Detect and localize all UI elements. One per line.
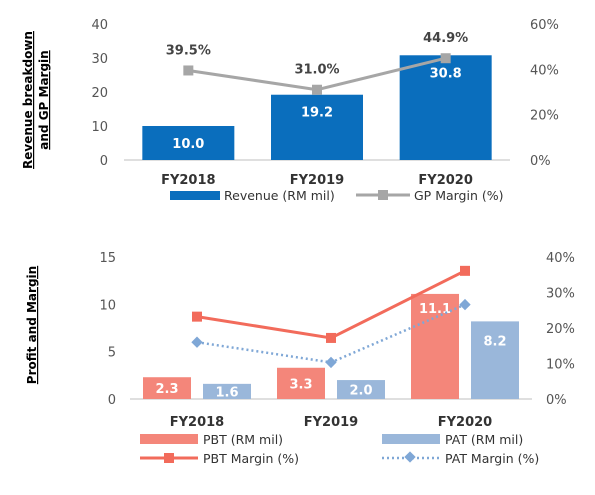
legend-marker-pat-margin bbox=[404, 451, 415, 462]
y2-tick-label: 10% bbox=[546, 358, 575, 373]
legend-swatch-pbt bbox=[140, 434, 198, 444]
y-tick-label: 0 bbox=[100, 154, 108, 169]
y-tick-label: 0 bbox=[108, 393, 116, 408]
y2-tick-label: 30% bbox=[546, 287, 575, 302]
y2-tick-label: 40% bbox=[530, 63, 559, 78]
legend-swatch-revenue bbox=[170, 191, 220, 200]
gp-margin-label: 39.5% bbox=[166, 43, 211, 58]
revenue-bar-label: 10.0 bbox=[172, 137, 204, 152]
x-tick-label: FY2020 bbox=[438, 415, 492, 430]
x-tick-label: FY2018 bbox=[161, 173, 215, 188]
pat-margin-point bbox=[459, 299, 470, 310]
gp-margin-point bbox=[312, 85, 322, 95]
revenue-chart-ylabel-line2: and GP Margin bbox=[37, 50, 51, 149]
y2-tick-label: 20% bbox=[546, 322, 575, 337]
pat-margin-point bbox=[191, 337, 202, 348]
legend-label-gp-margin: GP Margin (%) bbox=[414, 188, 504, 203]
y2-tick-label: 40% bbox=[546, 251, 575, 266]
revenue-bar bbox=[271, 95, 363, 160]
legend-label-pbt: PBT (RM mil) bbox=[203, 432, 283, 447]
profit-chart-ylabel: Profit and Margin bbox=[25, 266, 39, 384]
pbt-margin-point bbox=[326, 333, 336, 343]
y-tick-label: 15 bbox=[99, 251, 116, 266]
pbt-bar-label: 11.1 bbox=[419, 302, 451, 317]
y-tick-label: 30 bbox=[91, 52, 108, 67]
revenue-chart-legend: Revenue (RM mil) GP Margin (%) bbox=[170, 188, 504, 203]
gp-margin-point bbox=[183, 65, 193, 75]
revenue-chart-ylabel-line1: Revenue breakdown bbox=[21, 31, 35, 169]
legend-marker-pbt-margin bbox=[164, 453, 174, 463]
y-tick-label: 20 bbox=[91, 86, 108, 101]
legend-label-pat: PAT (RM mil) bbox=[445, 432, 523, 447]
y2-tick-label: 0% bbox=[546, 393, 567, 408]
gp-margin-label: 31.0% bbox=[294, 63, 339, 78]
profit-chart: Profit and Margin 0 5 10 15 0% 10% 20% 30% 40% FY… bbox=[25, 251, 575, 466]
pbt-margin-point bbox=[460, 266, 470, 276]
legend-swatch-pat bbox=[382, 434, 440, 444]
x-tick-label: FY2019 bbox=[290, 173, 344, 188]
pbt-bar-label: 3.3 bbox=[289, 377, 312, 392]
legend-label-revenue: Revenue (RM mil) bbox=[224, 188, 335, 203]
gp-margin-point bbox=[441, 53, 451, 63]
profit-chart-legend: PBT (RM mil) PAT (RM mil) PBT Margin (%)… bbox=[140, 432, 539, 466]
legend-marker-gp-margin bbox=[378, 190, 388, 200]
x-tick-label: FY2019 bbox=[304, 415, 358, 430]
pat-bar bbox=[471, 321, 519, 399]
revenue-chart: Revenue breakdown and GP Margin 0 10 20 30 4… bbox=[21, 18, 559, 203]
y2-tick-label: 0% bbox=[530, 154, 551, 169]
pat-margin-point bbox=[325, 357, 336, 368]
gp-margin-label: 44.9% bbox=[423, 31, 468, 46]
y-tick-label: 10 bbox=[91, 120, 108, 135]
x-tick-label: FY2020 bbox=[418, 173, 472, 188]
pbt-margin-point bbox=[192, 312, 202, 322]
pat-bar-label: 2.0 bbox=[349, 384, 372, 399]
x-tick-label: FY2018 bbox=[170, 415, 224, 430]
y-tick-label: 40 bbox=[91, 18, 108, 33]
y2-tick-label: 60% bbox=[530, 18, 559, 33]
pat-bar-label: 1.6 bbox=[215, 385, 238, 400]
y-tick-label: 5 bbox=[108, 346, 116, 361]
y2-tick-label: 20% bbox=[530, 109, 559, 124]
pbt-bar-label: 2.3 bbox=[155, 382, 178, 397]
pat-bar-label: 8.2 bbox=[483, 334, 506, 349]
legend-label-pbt-margin: PBT Margin (%) bbox=[203, 451, 299, 466]
legend-label-pat-margin: PAT Margin (%) bbox=[445, 451, 539, 466]
revenue-bar-label: 19.2 bbox=[301, 106, 333, 121]
revenue-bar-label: 30.8 bbox=[430, 66, 462, 81]
y-tick-label: 10 bbox=[99, 298, 116, 313]
